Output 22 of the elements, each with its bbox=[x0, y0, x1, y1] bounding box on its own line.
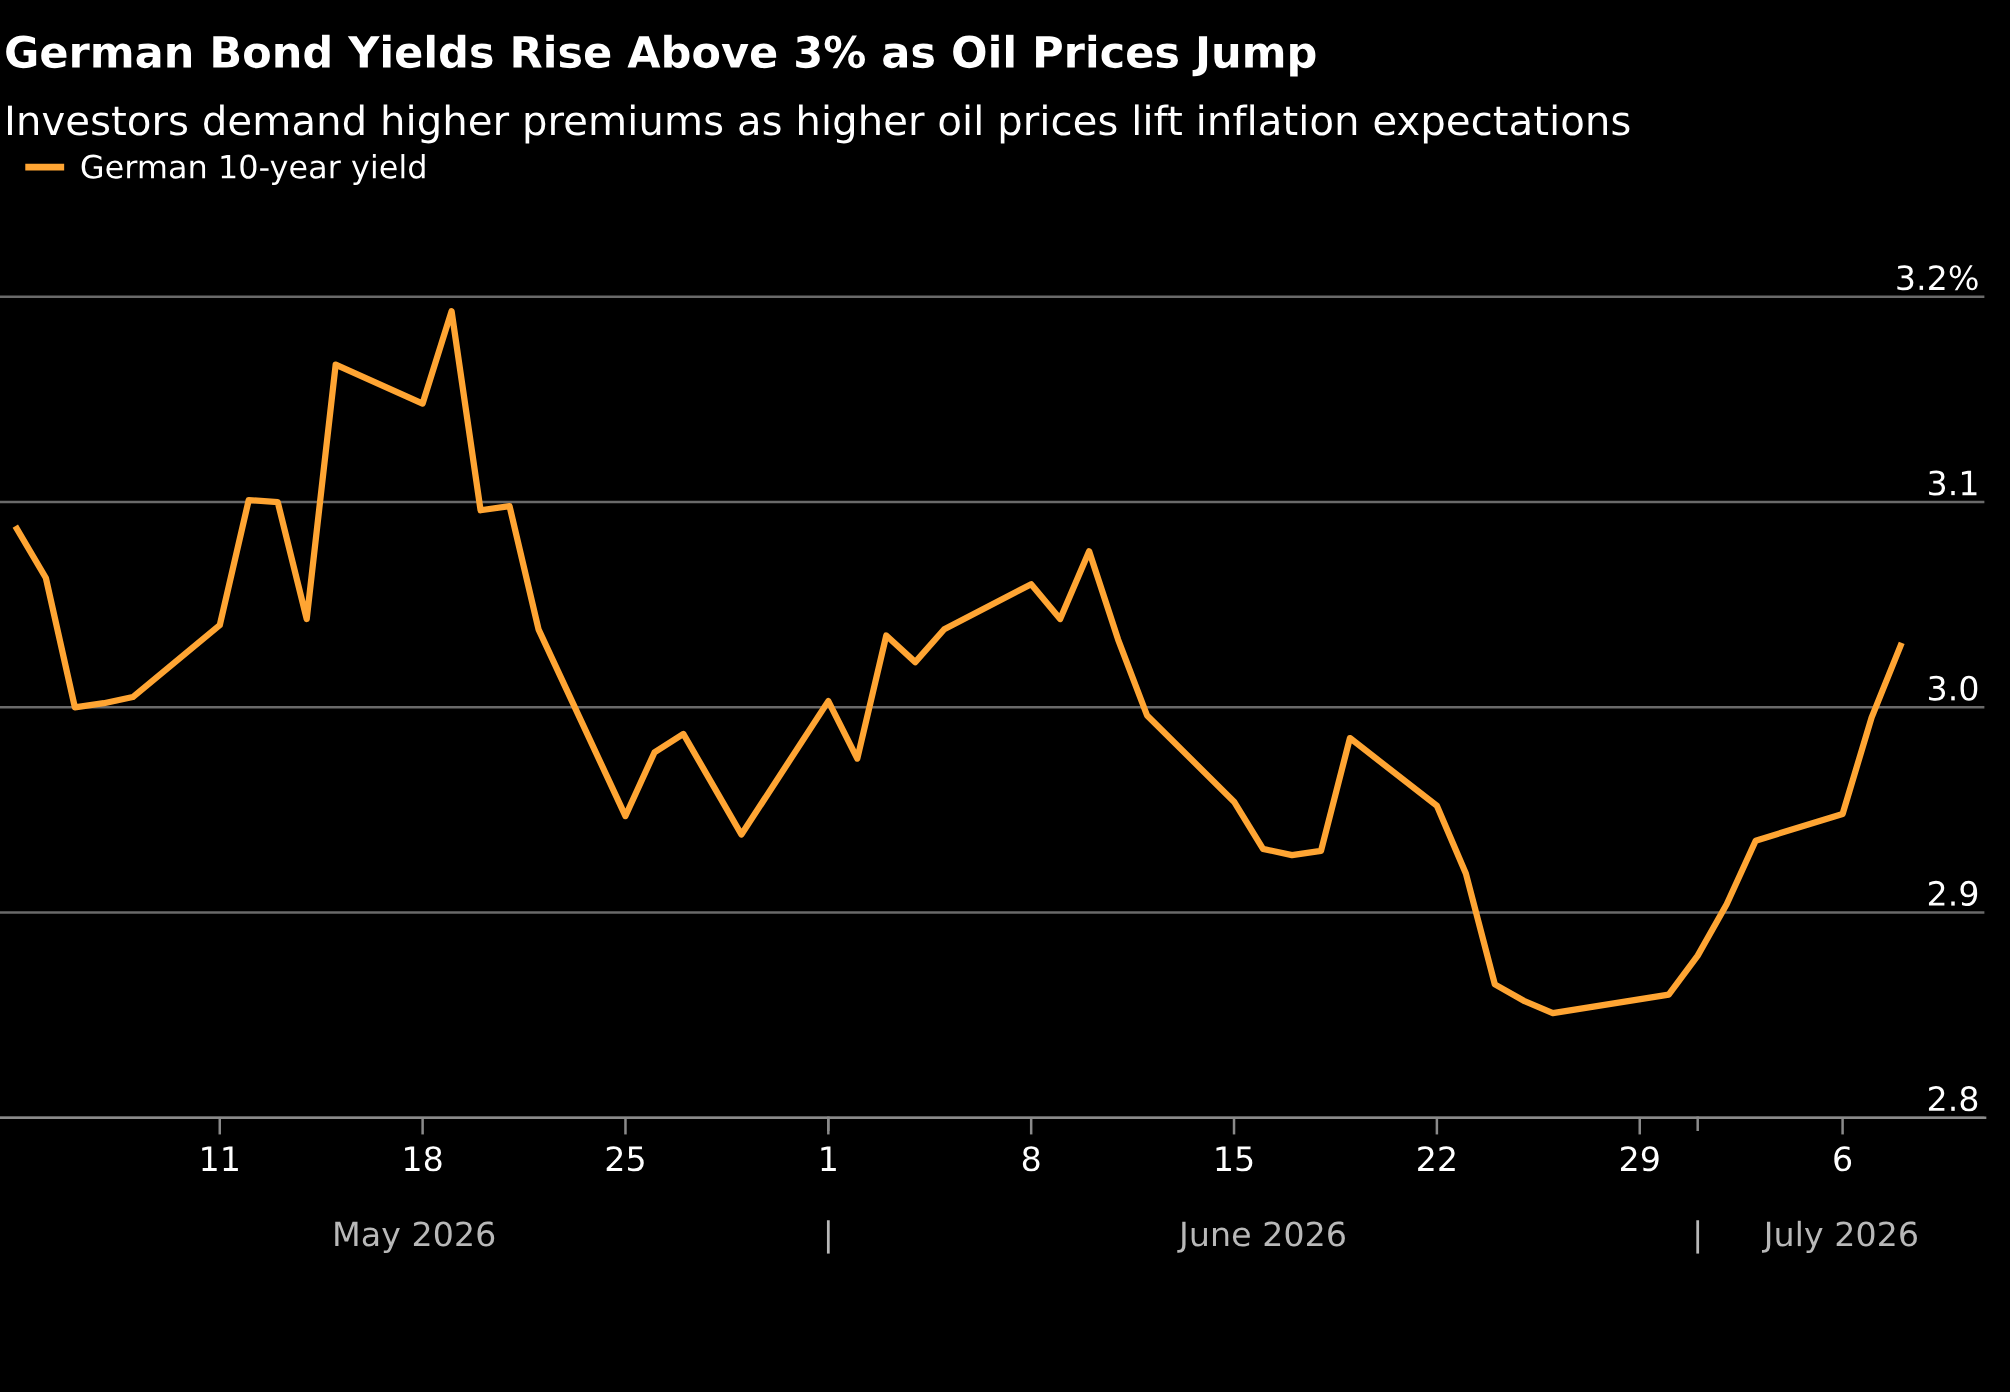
x-tick-label: 18 bbox=[405, 1146, 442, 1172]
x-tick-label: 6 bbox=[1834, 1146, 1852, 1172]
y-tick-label: 2.8 bbox=[1928, 1086, 1978, 1112]
x-tick-label: 11 bbox=[202, 1146, 238, 1171]
x-tick-label: 25 bbox=[606, 1146, 644, 1172]
y-tick-label: 3.1 bbox=[1929, 470, 1977, 496]
x-tick-label: 1 bbox=[821, 1146, 836, 1171]
chart-title: German Bond Yields Rise Above 3% as Oil Prices Jump bbox=[6, 34, 1316, 77]
text: May 2026 bbox=[335, 1221, 495, 1254]
chart-subtitle: Investors demand higher premiums as higher oil prices lift inflation expectations bbox=[7, 104, 1630, 144]
text: | bbox=[1696, 1220, 1700, 1254]
y-tick-label: 3.2% bbox=[1897, 265, 1978, 291]
x-tick-label: 29 bbox=[1620, 1146, 1659, 1172]
y-tick-label: 3.0 bbox=[1929, 675, 1978, 701]
text: July 2026 bbox=[1761, 1220, 1917, 1254]
x-tick-label: 15 bbox=[1216, 1146, 1253, 1172]
text: June 2026 bbox=[1177, 1221, 1345, 1253]
text: | bbox=[826, 1220, 830, 1254]
legend-label: German 10-year yield bbox=[81, 154, 425, 185]
x-tick-label: 8 bbox=[1022, 1146, 1040, 1172]
x-tick-label: 22 bbox=[1418, 1146, 1455, 1171]
y-tick-label: 2.9 bbox=[1928, 880, 1978, 907]
